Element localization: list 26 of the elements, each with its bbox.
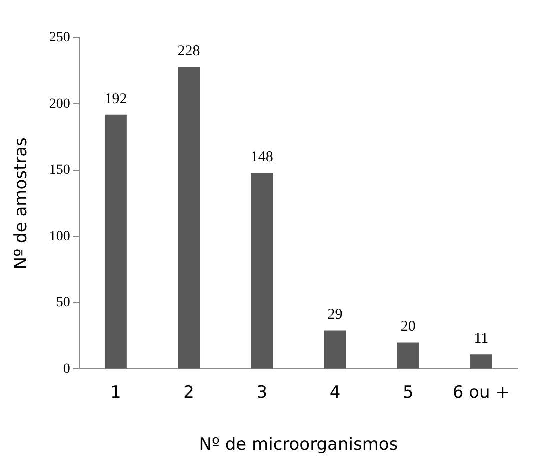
x-tick-label: 2 [184,382,194,403]
bar [470,354,492,369]
x-axis-title: Nº de microorganismos [199,435,398,456]
bar [178,67,200,369]
x-tick-label: 5 [402,382,414,403]
data-label: 192 [104,91,128,108]
data-label: 148 [250,150,274,166]
bar [104,114,127,369]
x-tick-label: 6 ou + [452,382,510,403]
bar [324,330,346,369]
y-tick-label: 150 [49,163,70,178]
y-tick-label: 100 [49,229,70,244]
x-tick-label: 1 [110,382,122,403]
bar [251,173,274,369]
data-label: 29 [328,307,343,324]
y-axis-title: Nº de amostras [12,137,32,270]
bar [397,342,420,369]
data-label: 11 [474,331,489,348]
y-tick-label: 250 [49,30,70,46]
y-tick-label: 200 [49,96,70,112]
data-label: 20 [400,319,416,336]
y-tick-label: 0 [63,362,70,377]
data-label: 228 [178,44,200,60]
x-tick-label: 4 [330,382,341,403]
y-tick-label: 50 [56,296,70,311]
x-tick-label: 3 [256,382,268,403]
